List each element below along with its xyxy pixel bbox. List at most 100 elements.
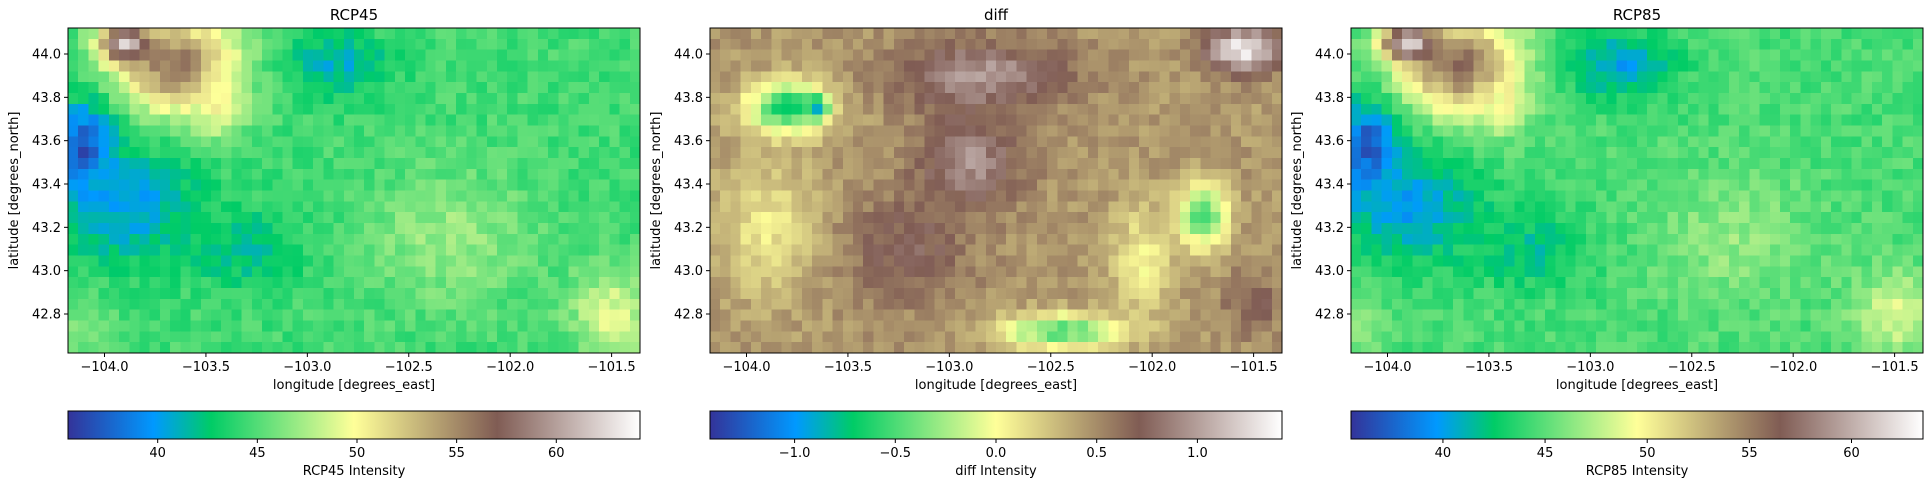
heatmap-cell — [456, 71, 467, 83]
heatmap-cell — [1585, 277, 1597, 289]
heatmap-cell — [1892, 147, 1904, 159]
heatmap-cell — [781, 179, 793, 192]
heatmap-cell — [791, 288, 803, 300]
heatmap-cell — [425, 168, 437, 181]
heatmap-cell — [1169, 298, 1181, 311]
heatmap-cell — [354, 212, 365, 224]
heatmap-cell — [710, 158, 721, 170]
heatmap-cell — [1241, 28, 1252, 40]
heatmap-cell — [149, 179, 161, 192]
heatmap-cell — [1585, 82, 1597, 94]
heatmap-cell — [965, 82, 977, 94]
heatmap-cell — [578, 28, 590, 40]
heatmap-cell — [578, 125, 590, 137]
heatmap-cell — [548, 190, 559, 202]
heatmap-cell — [1159, 136, 1171, 148]
heatmap-cell — [842, 266, 854, 278]
heatmap-cell — [108, 342, 120, 354]
heatmap-cell — [558, 179, 570, 192]
heatmap-cell — [507, 168, 519, 181]
heatmap-cell — [200, 331, 212, 343]
heatmap-cell — [965, 38, 977, 51]
heatmap-cell — [1200, 93, 1212, 105]
heatmap-cell — [873, 233, 885, 246]
heatmap-cell — [180, 277, 192, 289]
heatmap-cell — [1210, 158, 1222, 170]
heatmap-cell — [1026, 212, 1038, 224]
heatmap-cell — [924, 255, 936, 267]
heatmap-cell — [822, 201, 834, 213]
heatmap-cell — [1677, 309, 1689, 322]
heatmap-cell — [1402, 103, 1413, 116]
heatmap-cell — [750, 38, 762, 51]
heatmap-cell — [944, 201, 956, 213]
heatmap-cell — [1179, 277, 1191, 289]
heatmap-cell — [730, 266, 742, 278]
heatmap-cell — [159, 201, 171, 213]
heatmap-cell — [445, 38, 457, 51]
heatmap-cell — [384, 103, 396, 116]
heatmap-cell — [1494, 93, 1505, 105]
heatmap-cell — [1739, 136, 1750, 148]
heatmap-cell — [1534, 168, 1546, 181]
heatmap-cell — [1371, 28, 1383, 40]
heatmap-cell — [1026, 223, 1038, 235]
heatmap-cell — [88, 179, 100, 192]
heatmap-cell — [129, 28, 141, 40]
heatmap-cell — [1432, 82, 1444, 94]
heatmap-cell — [476, 179, 488, 192]
heatmap-cell — [904, 266, 915, 278]
heatmap-cell — [1606, 158, 1618, 170]
heatmap-cell — [1351, 60, 1362, 72]
heatmap-cell — [955, 277, 966, 289]
heatmap-cell — [1381, 38, 1393, 51]
heatmap-cell — [1800, 158, 1812, 170]
heatmap-cell — [200, 93, 212, 105]
heatmap-cell — [558, 190, 570, 202]
heatmap-cell — [750, 168, 762, 181]
heatmap-cell — [548, 60, 559, 72]
heatmap-cell — [1606, 168, 1618, 181]
heatmap-cell — [832, 212, 844, 224]
heatmap-cell — [1902, 277, 1914, 289]
heatmap-cell — [262, 233, 273, 246]
heatmap-cell — [975, 38, 987, 51]
heatmap-cell — [904, 136, 915, 148]
heatmap-cell — [394, 168, 406, 181]
heatmap — [68, 28, 641, 354]
heatmap-cell — [955, 38, 966, 51]
heatmap-cell — [405, 201, 416, 213]
heatmap-cell — [1596, 60, 1607, 72]
heatmap-cell — [1667, 266, 1679, 278]
heatmap-cell — [108, 125, 120, 137]
heatmap-cell — [1912, 212, 1924, 224]
heatmap-cell — [364, 212, 376, 224]
heatmap-cell — [1524, 71, 1536, 83]
heatmap-cell — [873, 212, 885, 224]
heatmap-cell — [1230, 49, 1242, 62]
heatmap-cell — [1047, 266, 1058, 278]
heatmap-cell — [149, 147, 161, 159]
heatmap-cell — [771, 49, 783, 62]
heatmap-cell — [761, 342, 772, 354]
heatmap-cell — [1412, 201, 1424, 213]
heatmap-cell — [548, 277, 559, 289]
heatmap-cell — [1596, 93, 1607, 105]
heatmap-cell — [781, 288, 793, 300]
heatmap-cell — [313, 93, 324, 105]
heatmap-cell — [435, 298, 447, 311]
heatmap-cell — [1463, 28, 1475, 40]
x-tick-label: −101.5 — [588, 360, 636, 375]
heatmap-cell — [364, 114, 376, 127]
heatmap-cell — [832, 125, 844, 137]
heatmap-cell — [282, 277, 294, 289]
heatmap-cell — [558, 342, 570, 354]
heatmap-cell — [251, 190, 263, 202]
heatmap-cell — [1555, 136, 1567, 148]
heatmap-cell — [190, 147, 202, 159]
heatmap-cell — [548, 38, 559, 51]
heatmap-cell — [1139, 71, 1150, 83]
heatmap-cell — [730, 298, 742, 311]
heatmap-cell — [771, 28, 783, 40]
heatmap-cell — [445, 49, 457, 62]
